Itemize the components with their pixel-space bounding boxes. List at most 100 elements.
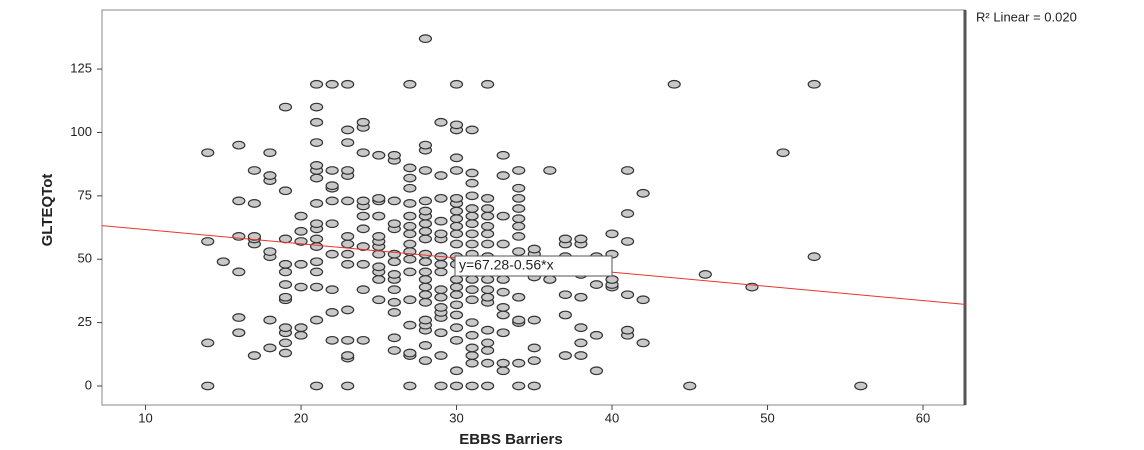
point [403,254,417,264]
point [372,193,386,203]
point [512,193,526,203]
point [247,166,261,175]
point [418,140,433,150]
point [309,234,324,244]
point [201,381,215,391]
point [496,310,510,320]
point [325,285,339,295]
point [418,226,433,236]
point [636,188,650,198]
x-tick-label: 20 [294,410,308,425]
point [636,295,650,305]
point [496,287,510,297]
point [481,325,495,335]
point [527,343,541,353]
y-tick-label: 125 [70,61,92,76]
point [309,315,324,325]
x-tick-label: 40 [605,410,619,425]
point [247,232,261,241]
point [434,267,448,277]
point [512,166,526,175]
point [574,323,588,333]
point [434,285,448,295]
point [481,193,495,203]
point [512,381,526,391]
point [387,297,401,307]
point [481,275,495,284]
point [356,148,370,158]
point [309,257,324,267]
point [449,366,464,376]
point [309,242,324,251]
point [418,356,433,366]
point [496,358,510,368]
point [434,328,448,338]
point [403,211,417,221]
point [449,229,464,239]
point [558,310,572,320]
point [232,196,246,206]
point [512,221,526,231]
point [372,232,386,241]
point [496,239,510,249]
point [481,358,495,368]
point [481,211,495,221]
point [294,323,308,333]
point [232,328,246,338]
point [481,79,495,89]
point [372,211,386,221]
point [356,285,370,295]
point [341,138,355,147]
y-tick-label: 100 [70,124,92,139]
point [341,232,355,241]
point [387,219,401,229]
point [387,270,401,279]
point [465,211,479,221]
point [232,267,246,277]
point [418,34,433,44]
point [465,330,479,340]
x-tick-label: 10 [138,410,152,425]
point [387,346,401,355]
point [278,338,293,348]
point [465,125,479,135]
point [667,79,681,89]
point [216,257,230,267]
point [465,275,479,284]
point [294,259,308,269]
point [201,338,215,348]
point [465,285,479,295]
point [465,219,479,229]
point [589,330,604,340]
point [496,150,510,160]
y-axis-title: GLTEQTot [39,174,56,247]
point [263,171,277,180]
point [449,275,464,284]
point [325,181,339,191]
point [403,381,417,391]
point [403,320,417,330]
point [372,275,386,284]
point [512,315,526,325]
point [356,117,370,127]
point [481,338,495,348]
point [496,366,510,376]
point [403,163,417,173]
point [465,191,479,201]
point [512,204,526,213]
point [232,313,246,322]
point [496,328,510,338]
point [387,257,401,267]
x-tick-label: 30 [449,410,463,425]
point [512,183,526,193]
point [278,323,293,333]
point [325,166,339,175]
point [620,325,635,335]
point [309,173,324,183]
point [387,308,401,317]
point [403,239,417,249]
point [434,171,448,180]
point [294,330,308,340]
point [309,138,324,147]
x-tick-label: 60 [916,410,930,425]
